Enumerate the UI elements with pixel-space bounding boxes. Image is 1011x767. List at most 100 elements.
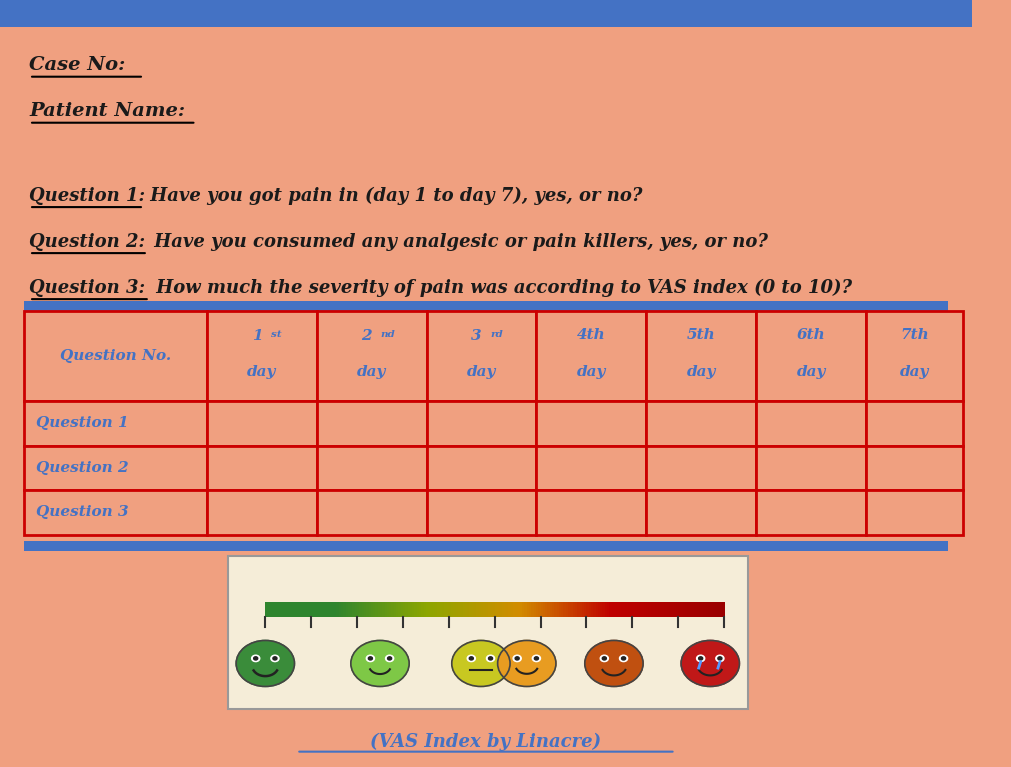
Circle shape bbox=[488, 657, 492, 660]
FancyBboxPatch shape bbox=[657, 602, 661, 617]
Text: How much the severity of pain was according to VAS index (0 to 10)?: How much the severity of pain was accord… bbox=[150, 278, 851, 297]
FancyBboxPatch shape bbox=[756, 490, 866, 535]
FancyBboxPatch shape bbox=[357, 602, 360, 617]
Text: (VAS Index by Linacre): (VAS Index by Linacre) bbox=[370, 732, 602, 751]
FancyBboxPatch shape bbox=[339, 602, 342, 617]
FancyBboxPatch shape bbox=[400, 602, 404, 617]
FancyBboxPatch shape bbox=[630, 602, 633, 617]
FancyBboxPatch shape bbox=[328, 602, 331, 617]
FancyBboxPatch shape bbox=[442, 602, 445, 617]
FancyBboxPatch shape bbox=[722, 602, 725, 617]
FancyBboxPatch shape bbox=[509, 602, 512, 617]
FancyBboxPatch shape bbox=[405, 602, 408, 617]
FancyBboxPatch shape bbox=[311, 602, 314, 617]
FancyBboxPatch shape bbox=[427, 401, 537, 446]
Circle shape bbox=[368, 657, 372, 660]
FancyBboxPatch shape bbox=[316, 401, 427, 446]
FancyBboxPatch shape bbox=[334, 602, 338, 617]
FancyBboxPatch shape bbox=[24, 446, 207, 490]
FancyBboxPatch shape bbox=[453, 602, 457, 617]
Text: rd: rd bbox=[490, 331, 503, 339]
FancyBboxPatch shape bbox=[478, 602, 482, 617]
FancyBboxPatch shape bbox=[366, 602, 369, 617]
FancyBboxPatch shape bbox=[0, 0, 972, 27]
FancyBboxPatch shape bbox=[507, 602, 510, 617]
FancyBboxPatch shape bbox=[586, 602, 589, 617]
FancyBboxPatch shape bbox=[713, 602, 716, 617]
FancyBboxPatch shape bbox=[325, 602, 329, 617]
FancyBboxPatch shape bbox=[403, 602, 406, 617]
FancyBboxPatch shape bbox=[316, 446, 427, 490]
Circle shape bbox=[535, 657, 539, 660]
FancyBboxPatch shape bbox=[570, 602, 573, 617]
FancyBboxPatch shape bbox=[866, 401, 963, 446]
FancyBboxPatch shape bbox=[268, 602, 271, 617]
FancyBboxPatch shape bbox=[369, 602, 372, 617]
FancyBboxPatch shape bbox=[715, 602, 718, 617]
FancyBboxPatch shape bbox=[503, 602, 508, 617]
FancyBboxPatch shape bbox=[24, 541, 947, 551]
Text: day: day bbox=[248, 364, 277, 379]
FancyBboxPatch shape bbox=[348, 602, 351, 617]
Text: day: day bbox=[357, 364, 386, 379]
FancyBboxPatch shape bbox=[614, 602, 617, 617]
FancyBboxPatch shape bbox=[449, 602, 452, 617]
Circle shape bbox=[533, 655, 541, 662]
FancyBboxPatch shape bbox=[451, 602, 454, 617]
FancyBboxPatch shape bbox=[537, 401, 646, 446]
FancyBboxPatch shape bbox=[591, 602, 594, 617]
FancyBboxPatch shape bbox=[687, 602, 691, 617]
FancyBboxPatch shape bbox=[424, 602, 427, 617]
FancyBboxPatch shape bbox=[337, 602, 340, 617]
FancyBboxPatch shape bbox=[286, 602, 289, 617]
Text: 1-3: 1-3 bbox=[367, 695, 392, 709]
FancyBboxPatch shape bbox=[362, 602, 365, 617]
FancyBboxPatch shape bbox=[866, 446, 963, 490]
FancyBboxPatch shape bbox=[648, 602, 652, 617]
FancyBboxPatch shape bbox=[297, 602, 300, 617]
Text: No Pain: No Pain bbox=[250, 644, 281, 653]
FancyBboxPatch shape bbox=[24, 490, 207, 535]
Text: 3: 3 bbox=[471, 329, 482, 343]
FancyBboxPatch shape bbox=[440, 602, 443, 617]
FancyBboxPatch shape bbox=[427, 446, 537, 490]
FancyBboxPatch shape bbox=[575, 602, 578, 617]
Text: 5th: 5th bbox=[686, 328, 716, 342]
Circle shape bbox=[387, 657, 391, 660]
Circle shape bbox=[699, 657, 703, 660]
Circle shape bbox=[584, 640, 643, 686]
FancyBboxPatch shape bbox=[532, 602, 535, 617]
FancyBboxPatch shape bbox=[623, 602, 627, 617]
FancyBboxPatch shape bbox=[313, 602, 316, 617]
Circle shape bbox=[469, 657, 473, 660]
FancyBboxPatch shape bbox=[676, 602, 679, 617]
FancyBboxPatch shape bbox=[635, 602, 638, 617]
FancyBboxPatch shape bbox=[697, 602, 700, 617]
FancyBboxPatch shape bbox=[483, 602, 486, 617]
FancyBboxPatch shape bbox=[472, 602, 475, 617]
FancyBboxPatch shape bbox=[577, 602, 580, 617]
FancyBboxPatch shape bbox=[523, 602, 526, 617]
FancyBboxPatch shape bbox=[557, 602, 560, 617]
FancyBboxPatch shape bbox=[646, 311, 756, 401]
Circle shape bbox=[467, 655, 475, 662]
FancyBboxPatch shape bbox=[353, 602, 356, 617]
FancyBboxPatch shape bbox=[516, 602, 519, 617]
Text: 1: 1 bbox=[306, 571, 315, 583]
Text: Question 2: Question 2 bbox=[36, 461, 128, 475]
FancyBboxPatch shape bbox=[632, 602, 636, 617]
FancyBboxPatch shape bbox=[641, 602, 645, 617]
Text: 2: 2 bbox=[353, 571, 362, 583]
FancyBboxPatch shape bbox=[380, 602, 383, 617]
Text: 3: 3 bbox=[398, 571, 407, 583]
FancyBboxPatch shape bbox=[621, 602, 624, 617]
FancyBboxPatch shape bbox=[711, 602, 714, 617]
Circle shape bbox=[718, 657, 722, 660]
Circle shape bbox=[486, 655, 494, 662]
FancyBboxPatch shape bbox=[364, 602, 367, 617]
FancyBboxPatch shape bbox=[279, 602, 282, 617]
Text: st: st bbox=[271, 331, 281, 339]
FancyBboxPatch shape bbox=[559, 602, 562, 617]
Text: day: day bbox=[467, 364, 496, 379]
FancyBboxPatch shape bbox=[474, 602, 477, 617]
